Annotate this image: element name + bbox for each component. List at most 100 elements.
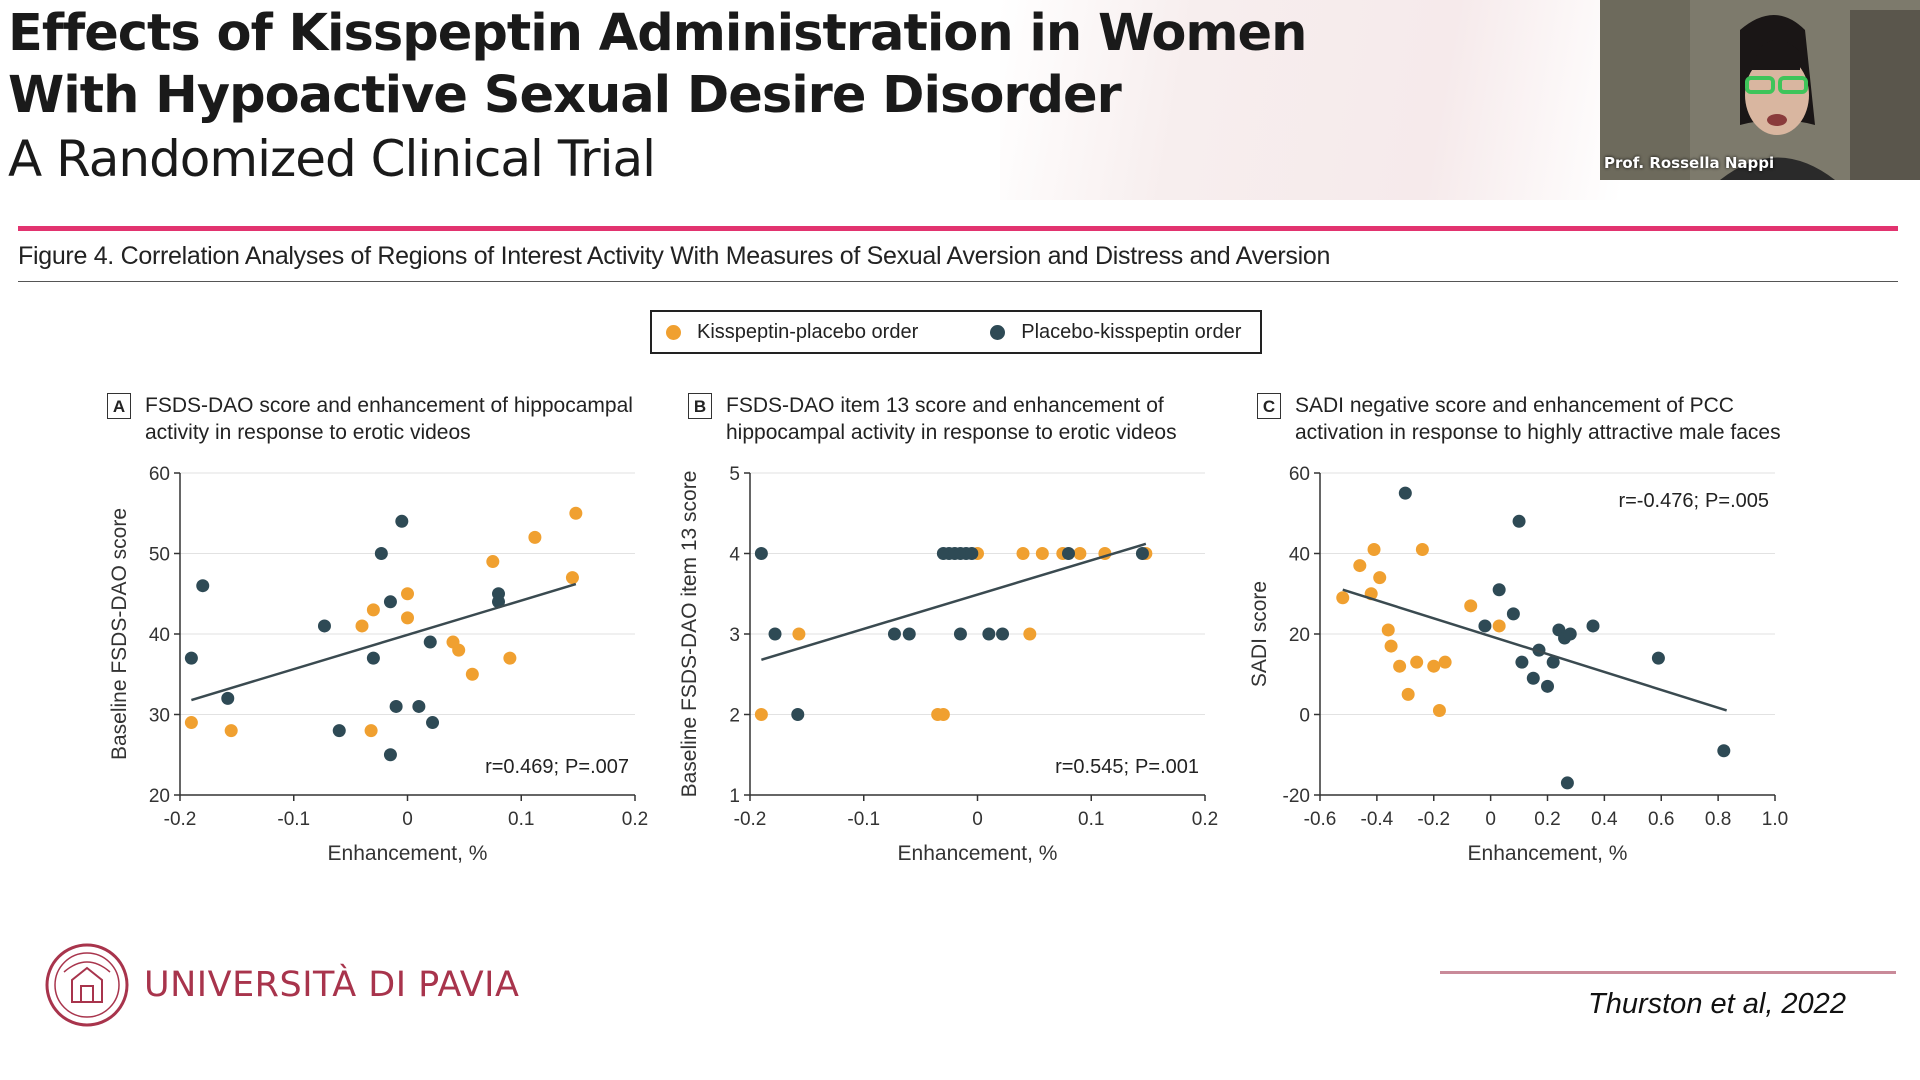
chart-b-container: 1 2 3 4 5 -0.2 -0.1 0 0.1 0.2 Enhancement, % Baseli…: [670, 455, 1230, 900]
chart-c-point-placebo-kisspeptin: [1478, 619, 1492, 633]
slide-title-line-2: With Hypoactive Sexual Desire Disorder: [8, 66, 1122, 125]
panel-a-title: FSDS-DAO score and enhancement of hippoc…: [145, 394, 633, 444]
chart-c-point-placebo-kisspeptin: [1526, 671, 1540, 685]
chart-c-trend-line: [1342, 588, 1728, 712]
chart-b-y-axis-label: Baseline FSDS-DAO item 13 score: [678, 471, 701, 798]
chart-c-point-kisspeptin-placebo: [1373, 571, 1387, 585]
chart-a-x-tick-label: -0.1: [277, 809, 310, 830]
chart-c-point-kisspeptin-placebo: [1353, 559, 1367, 573]
chart-c-point-kisspeptin-placebo: [1492, 619, 1506, 633]
chart-b-point-placebo-kisspeptin: [754, 547, 768, 560]
chart-c-x-tick-label: 0.6: [1648, 809, 1674, 830]
speaker-name: Prof. Rossella Nappi: [1604, 154, 1775, 172]
chart-a-point-kisspeptin-placebo: [366, 603, 380, 617]
chart-a-point-placebo-kisspeptin: [374, 547, 388, 560]
chart-a-point-kisspeptin-placebo: [452, 643, 466, 657]
panel-a-label: A FSDS-DAO score and enhancement of hipp…: [107, 392, 665, 446]
chart-a-point-kisspeptin-placebo: [401, 611, 414, 625]
chart-c-point-placebo-kisspeptin: [1541, 679, 1554, 693]
chart-a-point-placebo-kisspeptin: [383, 595, 397, 609]
legend-marker-kisspeptin-placebo: [666, 324, 681, 340]
chart-c-x-tick-label: 0: [1485, 809, 1496, 830]
chart-c-point-kisspeptin-placebo: [1401, 687, 1415, 701]
panel-b-letter: B: [688, 393, 712, 419]
chart-b-point-placebo-kisspeptin: [902, 627, 916, 641]
chart-a-point-kisspeptin-placebo: [569, 506, 583, 520]
panel-c-letter: C: [1257, 393, 1281, 419]
chart-b-point-kisspeptin-placebo: [1073, 547, 1087, 560]
chart-c-y-axis-label: SADI score: [1248, 581, 1271, 687]
chart-a-x-axis-label: Enhancement, %: [328, 842, 488, 865]
legend-marker-placebo-kisspeptin: [990, 324, 1006, 340]
slide-subtitle: A Randomized Clinical Trial: [8, 130, 656, 188]
chart-a-trend-line: [191, 582, 577, 702]
chart-a-annotation: r=0.469; P=.007: [485, 756, 629, 778]
chart-b-point-placebo-kisspeptin: [791, 708, 805, 721]
chart-c-point-placebo-kisspeptin: [1651, 651, 1665, 665]
legend-item-kisspeptin-placebo: Kisspeptin-placebo order: [666, 321, 918, 344]
chart-a-svg: 20 30 40 50 60 -0.2 -0.1 0 0.1 0.2 Enhancement, % B…: [108, 464, 648, 865]
speaker-avatar: [1600, 0, 1920, 180]
chart-b-point-placebo-kisspeptin: [1135, 547, 1149, 560]
chart-c-x-axis-label: Enhancement, %: [1468, 842, 1628, 865]
chart-c-point-placebo-kisspeptin: [1515, 655, 1529, 669]
panel-a-letter: A: [107, 393, 131, 419]
chart-b-x-tick-label: -0.2: [734, 809, 767, 830]
legend-item-placebo-kisspeptin: Placebo-kisspeptin order: [990, 321, 1241, 344]
chart-c-annotation-p: P=.005: [1705, 490, 1769, 512]
chart-b-point-kisspeptin-placebo: [1023, 627, 1037, 641]
chart-a-point-placebo-kisspeptin: [332, 724, 346, 738]
panel-b-label: B FSDS-DAO item 13 score and enhancement…: [688, 392, 1246, 446]
chart-b-point-placebo-kisspeptin: [982, 627, 996, 641]
chart-a-y-tick-label: 40: [149, 625, 170, 646]
chart-c-point-kisspeptin-placebo: [1393, 659, 1407, 673]
panel-c-title: SADI negative score and enhancement of P…: [1295, 394, 1781, 444]
chart-c-point-placebo-kisspeptin: [1586, 619, 1600, 633]
chart-c-x-tick-label: -0.4: [1361, 809, 1394, 830]
chart-b-point-placebo-kisspeptin: [953, 627, 967, 641]
chart-a-y-tick-label: 30: [149, 706, 170, 727]
chart-b-x-axis-label: Enhancement, %: [898, 842, 1058, 865]
legend-label-kisspeptin-placebo: Kisspeptin-placebo order: [697, 320, 919, 343]
chart-c-point-placebo-kisspeptin: [1398, 486, 1412, 500]
chart-a-point-placebo-kisspeptin: [423, 635, 437, 649]
chart-b-point-placebo-kisspeptin: [1062, 547, 1075, 560]
chart-a-point-placebo-kisspeptin: [317, 619, 331, 633]
chart-c-point-placebo-kisspeptin: [1506, 607, 1520, 621]
chart-c-container: -20 0 20 40 60 -0.6 -0.4 -0.2 0 0.2 0.4 0.6 0.8 1.0 En…: [1240, 455, 1800, 900]
chart-a-point-kisspeptin-placebo: [184, 716, 198, 730]
chart-a-point-placebo-kisspeptin: [395, 514, 409, 528]
chart-c-x-tick-label: 0.4: [1591, 809, 1618, 830]
chart-c-x-tick-label: -0.6: [1304, 809, 1337, 830]
pink-divider: [18, 226, 1898, 231]
chart-c-point-kisspeptin-placebo: [1415, 542, 1429, 556]
chart-b-y-tick-label: 4: [729, 545, 740, 566]
chart-c-point-kisspeptin-placebo: [1336, 591, 1350, 605]
chart-b-point-placebo-kisspeptin: [887, 627, 901, 641]
chart-c-point-placebo-kisspeptin: [1546, 655, 1560, 669]
chart-b-point-kisspeptin-placebo: [792, 627, 806, 641]
chart-c-point-kisspeptin-placebo: [1384, 639, 1398, 653]
chart-legend: Kisspeptin-placebo order Placebo-kisspep…: [650, 310, 1262, 354]
chart-a-point-placebo-kisspeptin: [492, 595, 505, 609]
chart-b-point-placebo-kisspeptin: [768, 627, 782, 641]
chart-c-y-tick-label: 40: [1289, 545, 1310, 566]
chart-c-annotation: r=-0.476; P=.005: [1618, 490, 1769, 512]
chart-a-point-placebo-kisspeptin: [383, 748, 397, 762]
chart-b-y-tick-label: 3: [729, 625, 740, 646]
speaker-video-tile[interactable]: Prof. Rossella Nappi: [1600, 0, 1920, 180]
chart-a-point-placebo-kisspeptin: [426, 716, 440, 730]
chart-a-annotation-p: P=.007: [565, 756, 629, 778]
chart-c-x-tick-label: 0.2: [1534, 809, 1560, 830]
chart-a-point-placebo-kisspeptin: [196, 579, 210, 593]
chart-c-x-tick-label: -0.2: [1417, 809, 1450, 830]
chart-b-point-kisspeptin-placebo: [936, 708, 950, 721]
chart-c-point-placebo-kisspeptin: [1717, 744, 1731, 758]
chart-c-y-tick-label: 20: [1289, 625, 1310, 646]
panel-b-title: FSDS-DAO item 13 score and enhancement o…: [726, 394, 1177, 444]
chart-b-trend-line: [761, 542, 1147, 661]
chart-b-y-tick-label: 1: [729, 786, 740, 807]
chart-a-point-kisspeptin-placebo: [364, 724, 378, 738]
chart-b-annotation: r=0.545; P=.001: [1055, 756, 1199, 778]
chart-a-point-kisspeptin-placebo: [565, 571, 579, 585]
